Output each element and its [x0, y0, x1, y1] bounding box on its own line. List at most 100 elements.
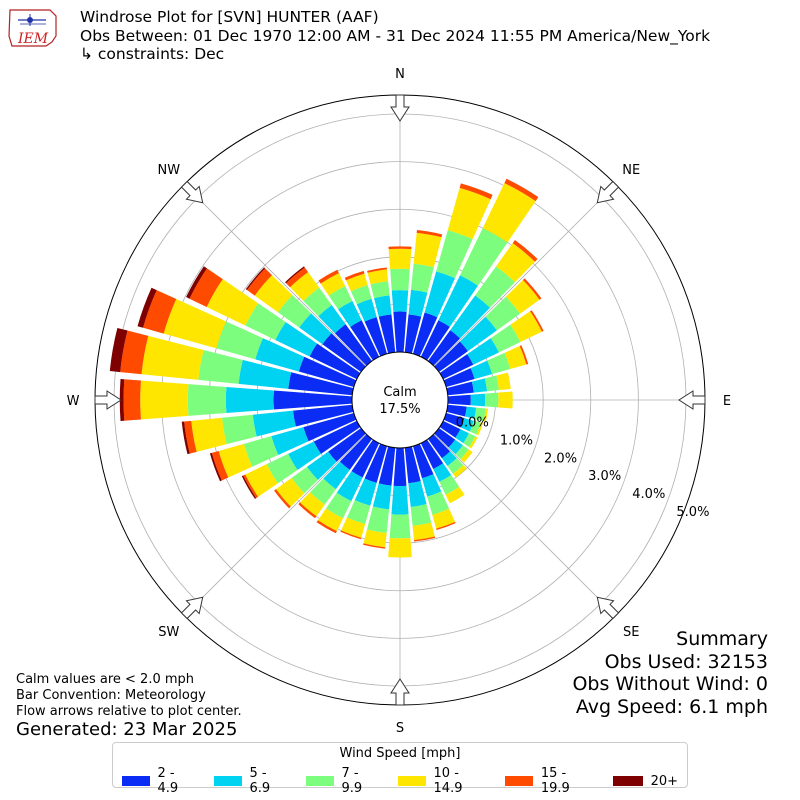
- legend-item: 20+: [612, 766, 678, 796]
- windrose-bar-segment: [245, 303, 286, 340]
- arrow-shape: [596, 180, 620, 204]
- windrose-bar-segment: [238, 359, 292, 389]
- windrose-bar-segment: [393, 447, 407, 487]
- windrose-bar-segment: [433, 463, 452, 482]
- direction-label: S: [396, 721, 404, 736]
- direction-arrow-icon: [596, 180, 620, 204]
- windrose-bar-segment: [448, 439, 463, 455]
- windrose-bar-segment: [370, 281, 390, 299]
- windrose-bar-segment: [505, 280, 540, 314]
- windrose-bar-segment: [428, 330, 461, 366]
- windrose-bar-segment: [350, 320, 380, 361]
- windrose-bar-segment: [453, 465, 467, 478]
- windrose-bar-segment: [288, 372, 354, 396]
- windrose-bar-segment: [455, 429, 469, 444]
- windrose-bar-segment: [243, 436, 279, 467]
- windrose-bar-segment: [323, 461, 350, 490]
- windrose-bar-segment: [364, 317, 388, 357]
- windrose-bar-segment: [446, 381, 474, 396]
- windrose-bar-segment: [436, 521, 456, 531]
- windrose-bar-segment: [446, 404, 467, 417]
- windrose-bar-segment: [123, 379, 141, 421]
- windrose-bar-segment: [504, 345, 527, 369]
- windrose-bar-segment: [485, 296, 521, 331]
- windrose-bar-segment: [351, 439, 380, 478]
- windrose-bar-segment: [447, 458, 464, 474]
- windrose-bar-segment: [120, 330, 149, 375]
- windrose-bar-segment: [320, 273, 346, 296]
- windrose-bar-segment: [187, 384, 227, 416]
- summary-title: Summary: [676, 628, 768, 650]
- windrose-bar-segment: [186, 266, 208, 299]
- windrose-bar-segment: [326, 492, 352, 519]
- legend-swatch: [213, 776, 242, 786]
- obs-period: Obs Between: 01 Dec 1970 12:00 AM - 31 D…: [80, 26, 711, 45]
- legend-label: 5 - 6.9: [249, 766, 271, 796]
- windrose-bar-segment: [109, 327, 128, 373]
- windrose-bar-segment: [313, 420, 361, 454]
- windrose-bar-segment: [247, 268, 272, 296]
- windrose-bar-segment: [450, 295, 491, 339]
- windrose-bar-segment: [341, 517, 366, 538]
- legend-label: 7 - 9.9: [341, 766, 363, 796]
- windrose-bar-segment: [464, 406, 477, 419]
- windrose-bar-segment: [420, 439, 444, 469]
- direction-arrow-icon: [596, 596, 620, 620]
- windrose-bar-segment: [339, 434, 372, 470]
- windrose-bar-segment: [367, 269, 389, 285]
- windrose-bar-segment: [328, 428, 366, 462]
- direction-label: W: [67, 394, 80, 409]
- windrose-bar-segment: [334, 324, 372, 366]
- radial-tick-label: 5.0%: [676, 505, 709, 520]
- windrose-bar-segment: [275, 321, 318, 357]
- chart-title: Windrose Plot for [SVN] HUNTER (AAF): [80, 8, 379, 26]
- windrose-bar-segment: [412, 522, 435, 541]
- windrose-bar-segment: [408, 289, 428, 317]
- windrose-bar-segment: [285, 266, 305, 284]
- legend-label: 15 - 19.9: [540, 766, 570, 796]
- legend-swatch: [122, 776, 150, 786]
- windrose-bar-segment: [484, 392, 499, 408]
- calm-value: 17.5%: [379, 402, 420, 417]
- chart-header: Windrose Plot for [SVN] HUNTER (AAF) Obs…: [80, 8, 710, 64]
- windrose-bar-segment: [455, 445, 469, 460]
- windrose-bar-segment: [434, 428, 456, 448]
- calm-circle: [351, 351, 449, 449]
- constraints: ↳ constraints: Dec: [80, 45, 225, 63]
- direction-label: SE: [623, 625, 639, 640]
- legend-items: 2 - 4.9 5 - 6.9 7 - 9.9 10 - 14.9 15 - 19.9 2…: [113, 766, 687, 796]
- windrose-bar-segment: [119, 378, 125, 422]
- windrose-bar-segment: [137, 287, 157, 328]
- windrose-bar-segment: [422, 474, 442, 497]
- windrose-bar-segment: [345, 273, 368, 292]
- windrose-bar-segment: [303, 287, 332, 317]
- windrose-bar-segment: [482, 183, 536, 243]
- legend-label: 10 - 14.9: [433, 766, 463, 796]
- windrose-bar-segment: [412, 443, 434, 479]
- legend-swatch: [505, 776, 533, 786]
- arrow-shape: [678, 390, 706, 410]
- windrose-bar-segment: [496, 372, 511, 391]
- windrose-bar-segment: [447, 187, 491, 240]
- windrose-bar-segment: [245, 464, 278, 497]
- windrose-bar-segment: [389, 514, 411, 539]
- direction-arrow-icon: [678, 390, 706, 410]
- windrose-bar-segment: [388, 538, 412, 558]
- windrose-bar-segment: [298, 502, 317, 519]
- legend-label: 2 - 4.9: [157, 766, 179, 796]
- windrose-bar-segment: [471, 378, 488, 393]
- windrose-bar-segment: [469, 420, 481, 435]
- windrose-bar-segment: [266, 453, 298, 484]
- windrose-bar-segment: [434, 341, 468, 372]
- windrose-bar-segment: [467, 338, 500, 365]
- windrose-bar-segment: [424, 271, 456, 318]
- radial-tick-label: 1.0%: [500, 434, 533, 449]
- direction-label: SW: [158, 625, 179, 640]
- legend-item: 5 - 6.9: [213, 766, 288, 796]
- grid-spoke: [184, 433, 367, 616]
- direction-label: NW: [157, 163, 180, 178]
- windrose-bar-segment: [286, 267, 309, 288]
- windrose-bar-segment: [354, 478, 377, 506]
- windrose-bar-segment: [443, 412, 465, 428]
